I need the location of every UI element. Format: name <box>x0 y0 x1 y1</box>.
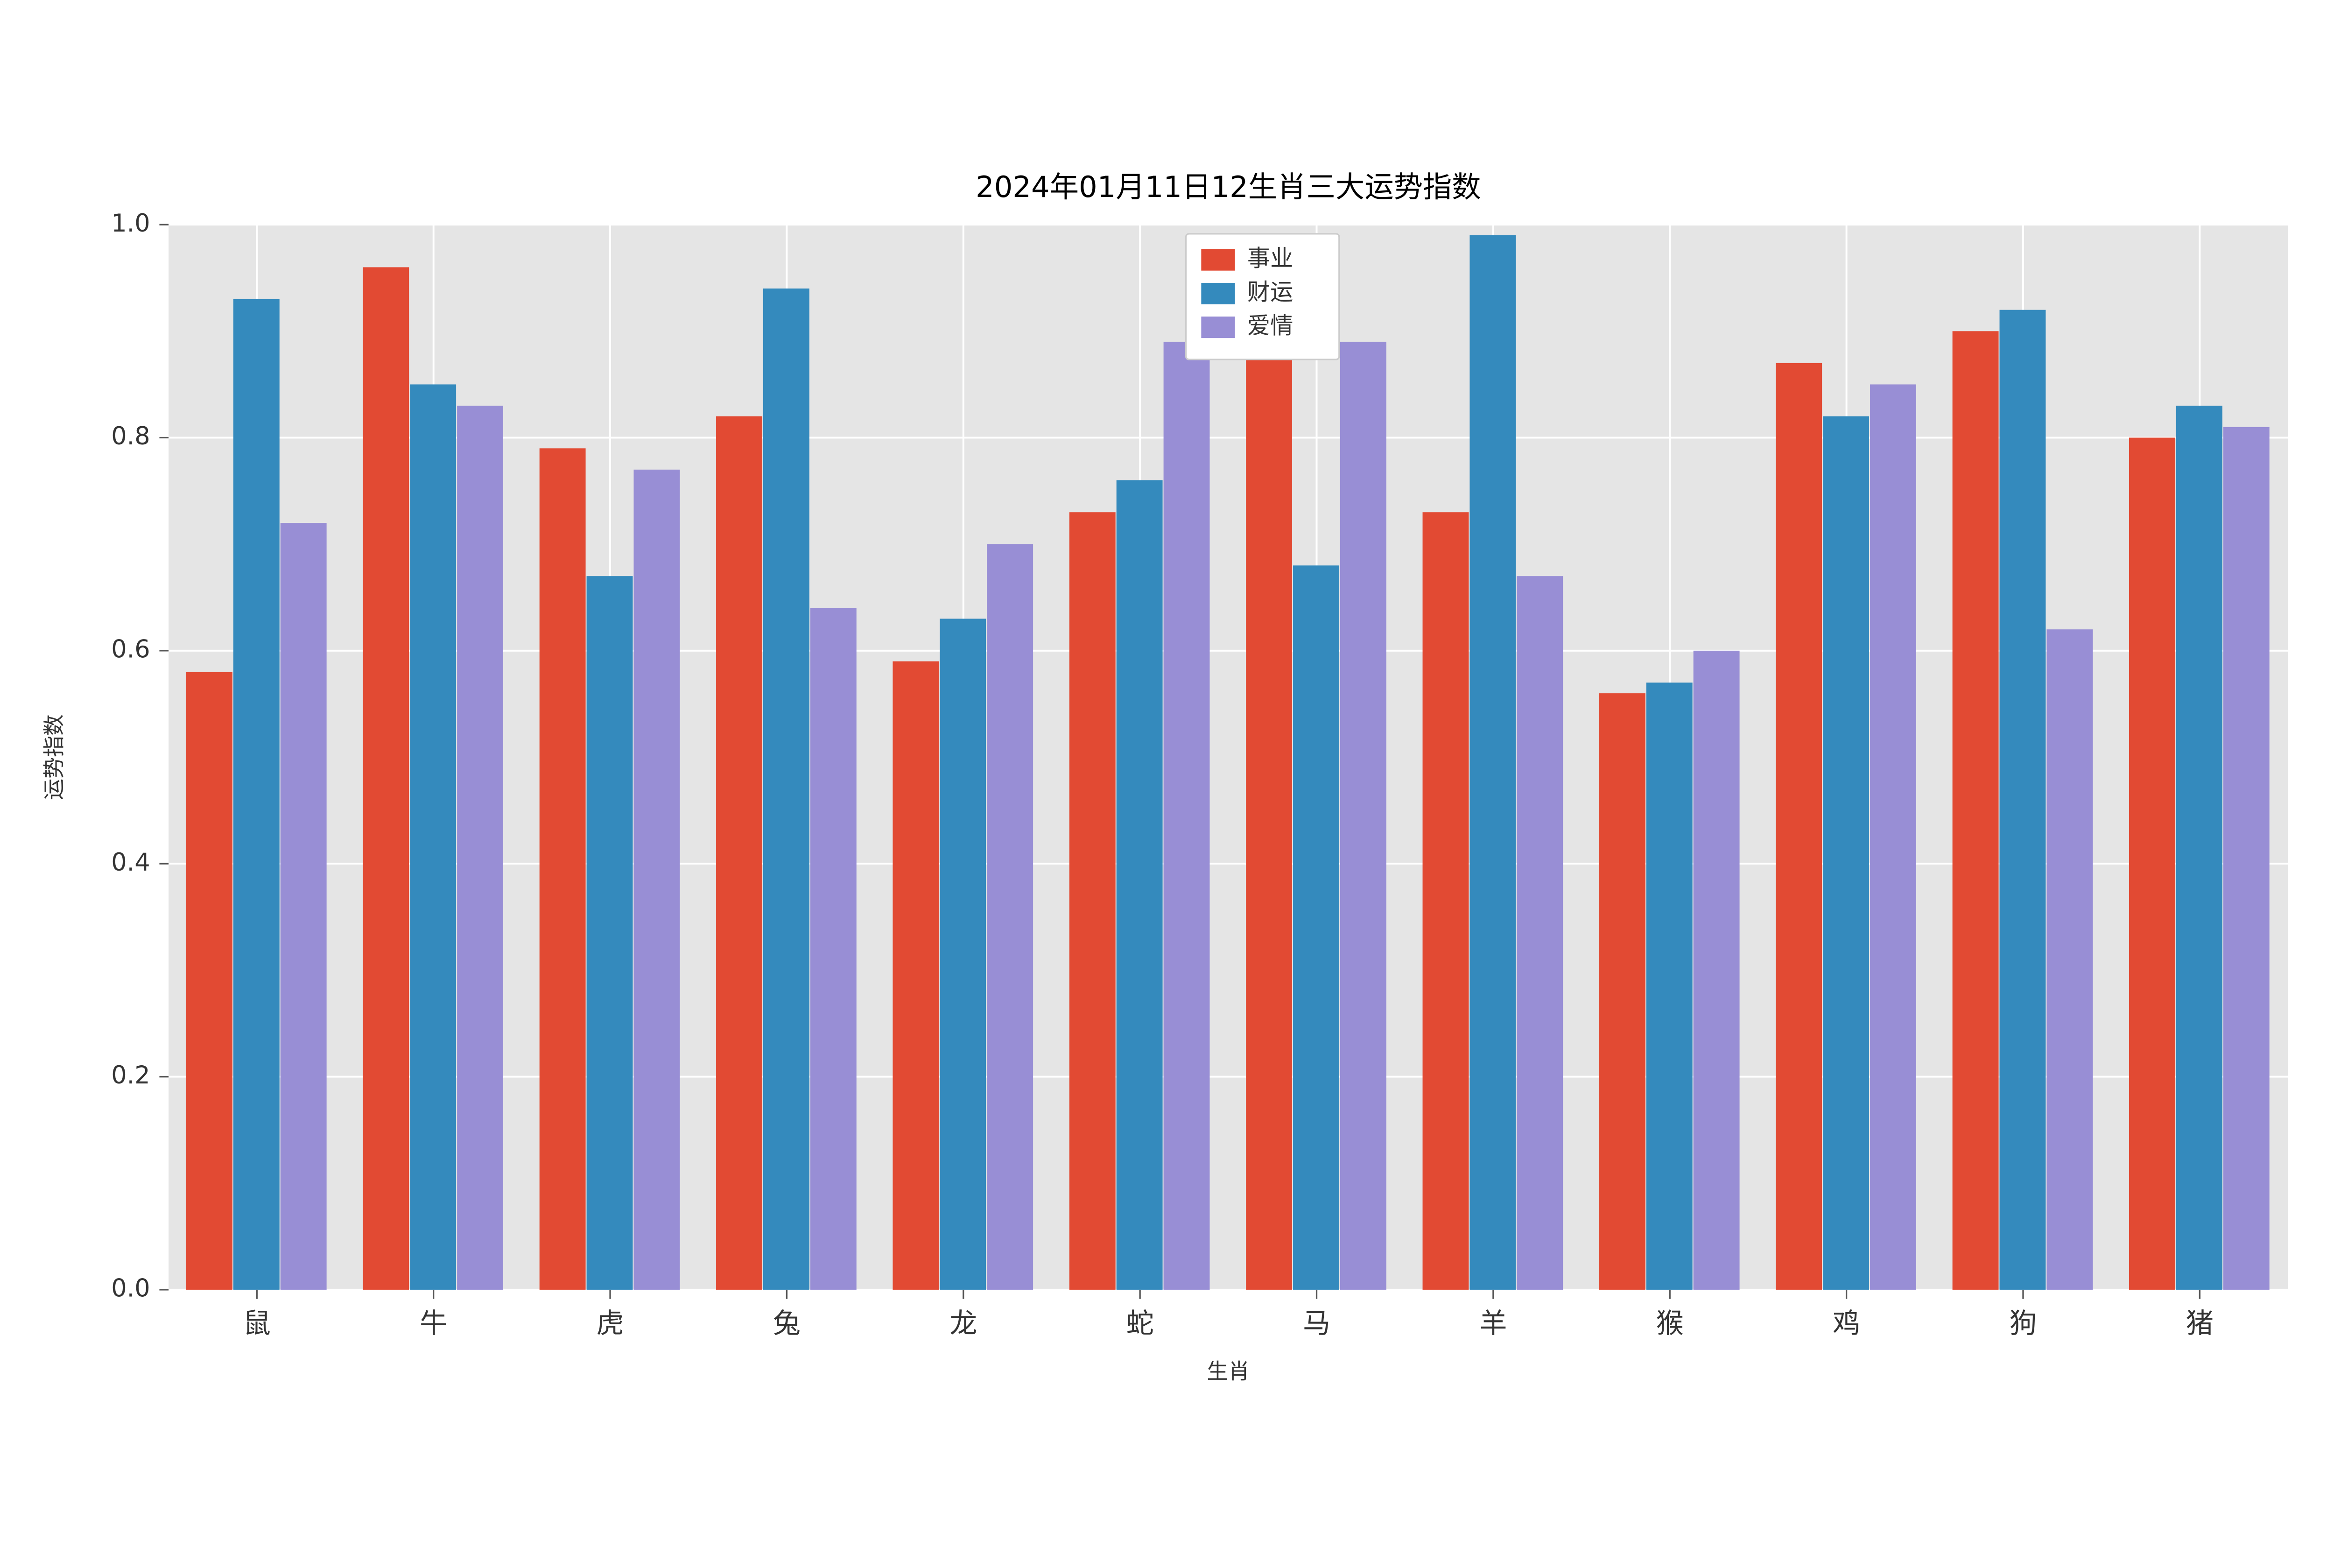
chart-title: 2024年01月11日12生肖三大运势指数 <box>976 170 1481 204</box>
xtick-label: 狗 <box>2009 1307 2037 1339</box>
y-axis-label: 运势指数 <box>41 714 66 800</box>
xtick-label: 猴 <box>1656 1307 1684 1339</box>
legend: 事业财运爱情 <box>1186 234 1339 359</box>
bar <box>1469 235 1516 1290</box>
legend-swatch <box>1201 283 1235 304</box>
xtick-label: 鸡 <box>1833 1307 1860 1339</box>
bar <box>1953 331 1999 1290</box>
bar <box>2000 310 2046 1290</box>
bar <box>233 299 280 1290</box>
ytick-label: 0.2 <box>111 1061 150 1090</box>
bar <box>810 608 857 1290</box>
xtick-label: 兔 <box>773 1307 801 1339</box>
legend-label: 事业 <box>1247 245 1293 272</box>
bar <box>1117 480 1163 1290</box>
bar <box>2223 427 2270 1290</box>
bar <box>363 267 409 1289</box>
legend-swatch <box>1201 249 1235 271</box>
xtick-label: 羊 <box>1479 1307 1507 1339</box>
bar <box>763 288 809 1290</box>
ytick-label: 0.0 <box>111 1274 150 1303</box>
bar <box>2176 406 2222 1290</box>
bar <box>2129 438 2175 1290</box>
xtick-label: 虎 <box>596 1307 624 1339</box>
bar <box>1069 512 1116 1290</box>
bar <box>1870 384 1916 1289</box>
bar <box>1164 342 1210 1290</box>
bar <box>716 416 762 1290</box>
bar <box>186 672 232 1290</box>
ytick-label: 1.0 <box>111 209 150 238</box>
xtick-label: 鼠 <box>243 1307 271 1339</box>
ytick-label: 0.4 <box>111 848 150 877</box>
bar <box>540 448 586 1290</box>
bar <box>1340 342 1386 1290</box>
bar <box>281 523 327 1290</box>
bar <box>1646 682 1693 1290</box>
bar <box>1599 693 1645 1290</box>
bar <box>1246 352 1292 1290</box>
xtick-label: 猪 <box>2186 1307 2214 1339</box>
bar <box>987 544 1033 1290</box>
bar <box>410 384 456 1289</box>
legend-swatch <box>1201 316 1235 338</box>
bar <box>457 406 503 1290</box>
legend-label: 财运 <box>1247 278 1293 305</box>
bar <box>1694 651 1740 1290</box>
bar <box>940 619 986 1289</box>
bar <box>587 576 633 1290</box>
bar <box>893 661 939 1290</box>
bar <box>633 470 680 1290</box>
xtick-label: 牛 <box>420 1307 447 1339</box>
xtick-label: 龙 <box>949 1307 977 1339</box>
x-axis-label: 生肖 <box>1207 1358 1250 1384</box>
xtick-label: 马 <box>1303 1307 1330 1339</box>
ytick-label: 0.8 <box>111 422 150 450</box>
bar <box>1823 416 1869 1290</box>
chart-container: 0.0 0.2 0.4 0.6 0.8 1.0 鼠 牛 虎 兔 龙 蛇 马 羊 猴 鸡 狗 猪生肖 运势指数 2024… <box>0 0 2334 1568</box>
zodiac-fortune-bar-chart: 0.0 0.2 0.4 0.6 0.8 1.0 鼠 牛 虎 兔 龙 蛇 马 羊 猴 鸡 狗 猪生肖 运势指数 2024… <box>0 0 2334 1568</box>
ytick-label: 0.6 <box>111 635 150 664</box>
bar <box>1423 512 1469 1290</box>
bar <box>1776 363 1822 1290</box>
xtick-label: 蛇 <box>1126 1307 1154 1339</box>
legend-label: 爱情 <box>1247 312 1293 339</box>
bar <box>1517 576 1563 1290</box>
bar <box>1293 565 1339 1290</box>
bar <box>2046 629 2093 1290</box>
